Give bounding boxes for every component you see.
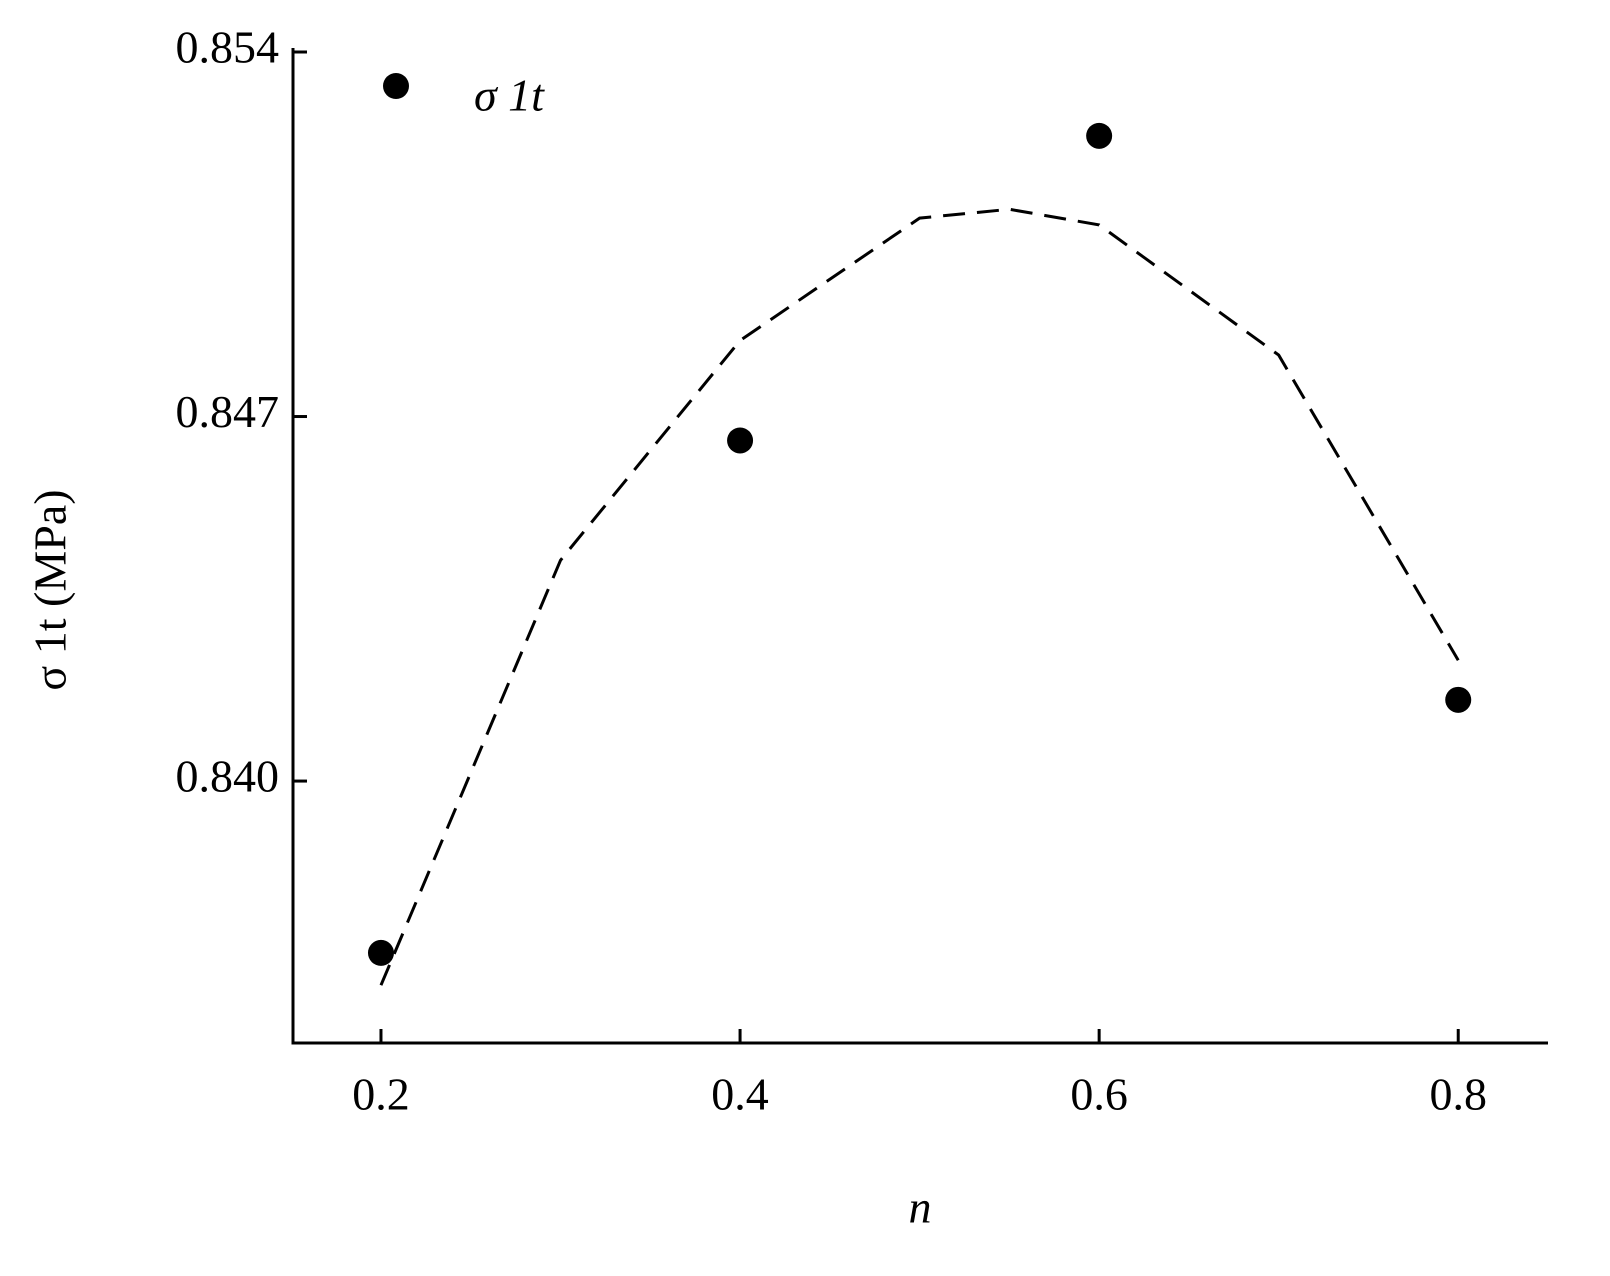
x-tick-label: 0.8 <box>1429 1069 1487 1120</box>
y-tick-label: 0.847 <box>176 386 280 437</box>
legend-label: σ 1t <box>474 70 545 121</box>
legend-marker <box>383 73 409 99</box>
data-point <box>727 427 754 454</box>
x-tick-label: 0.2 <box>352 1069 410 1120</box>
axes <box>291 48 1548 1045</box>
x-tick-label: 0.6 <box>1070 1069 1128 1120</box>
y-tick-label: 0.854 <box>176 22 280 73</box>
y-axis-label: σ 1t (MPa) <box>25 489 76 690</box>
data-point <box>1086 122 1113 149</box>
x-tick-label: 0.4 <box>711 1069 769 1120</box>
x-axis-label: n <box>909 1182 932 1233</box>
fit-curve <box>379 207 1460 986</box>
data-point <box>1445 686 1472 713</box>
y-tick-label: 0.840 <box>176 751 280 802</box>
data-point <box>367 939 394 966</box>
